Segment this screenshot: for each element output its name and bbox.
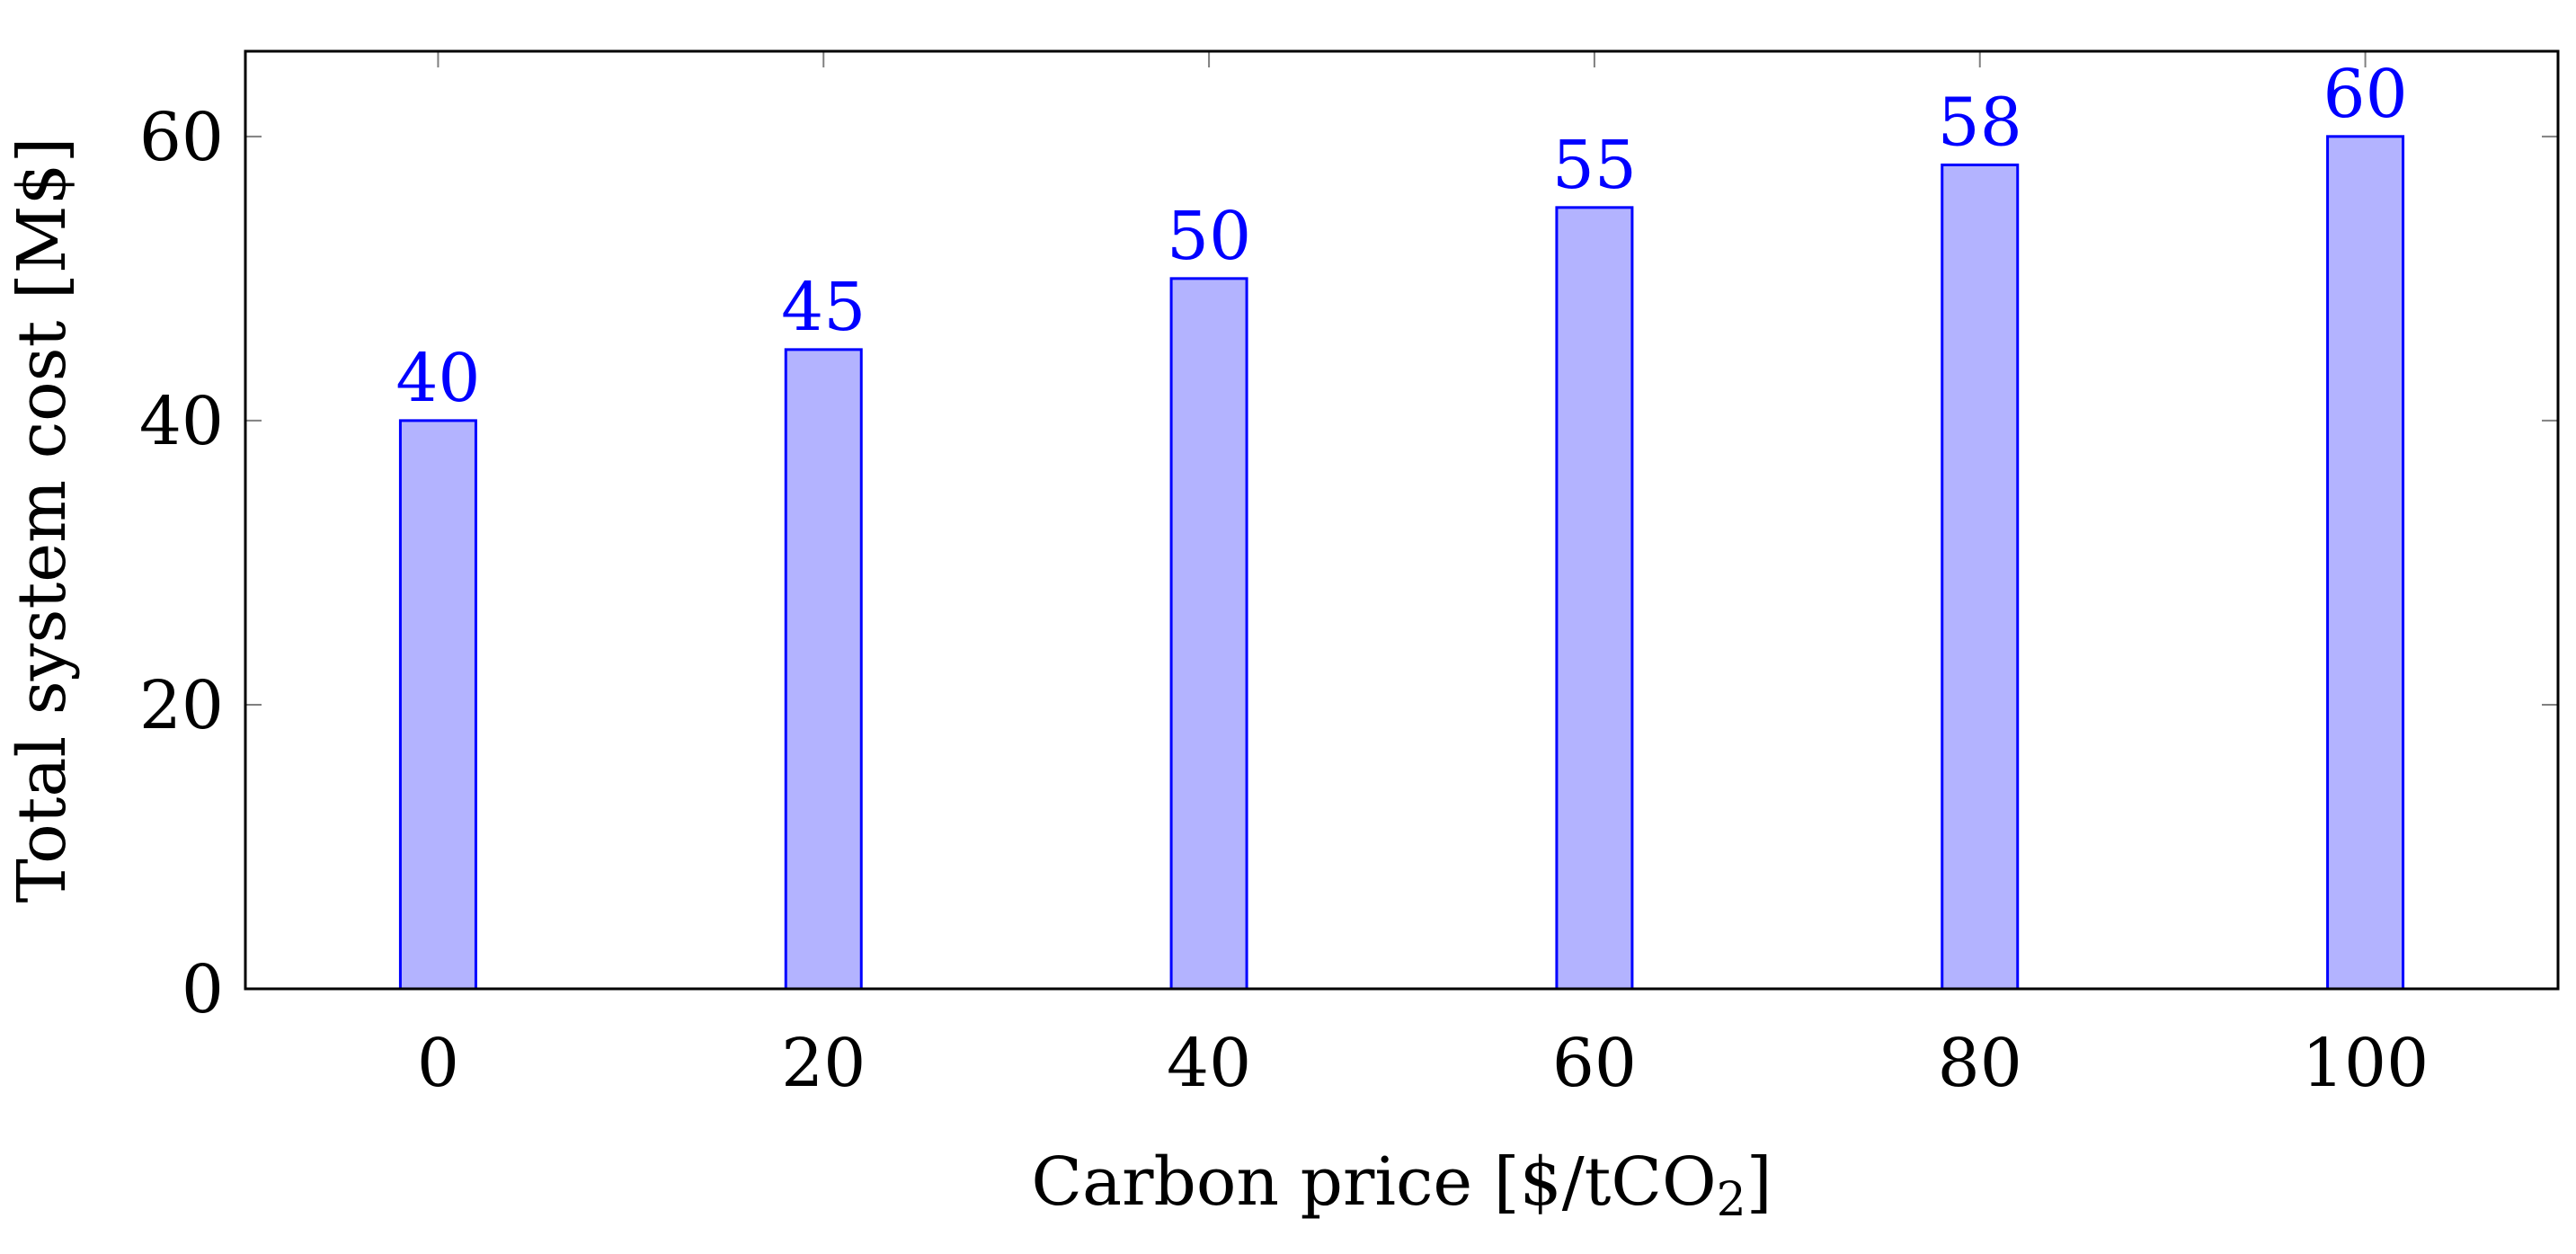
x-tick-label: 40 [1167,1025,1251,1102]
ticks-layer [245,51,2558,990]
y-tick-label: 20 [139,667,224,744]
bar-data-label: 40 [395,340,480,417]
bar-data-label: 60 [2323,56,2407,133]
bar [1555,206,1634,991]
bar [1169,277,1248,991]
bar-data-label: 50 [1167,198,1251,275]
x-axis-title: Carbon price [$/tCO2] [1031,1143,1772,1227]
bar [2326,135,2405,991]
x-tick-label: 100 [2302,1025,2429,1102]
bar-data-label: 58 [1938,84,2022,161]
bar-data-label: 55 [1552,127,1637,204]
data-labels-layer: 40 45 50 55 58 60 [395,56,2407,417]
bar [784,348,863,991]
bar-data-label: 45 [781,269,866,346]
y-tick-label: 40 [139,383,224,460]
x-tick-label: 60 [1552,1025,1637,1102]
y-tick-label: 60 [139,99,224,176]
bar [398,419,477,991]
bar [1941,163,2020,991]
bars-layer [398,135,2405,991]
plot-frame [244,49,2560,991]
x-tick-label: 20 [781,1025,866,1102]
x-tick-label: 80 [1938,1025,2022,1102]
x-axis-title-subscript: 2 [1717,1173,1746,1227]
y-axis-title: Total system cost [M$] [4,137,81,903]
tick-labels-layer: 0 20 40 60 80 100 0 20 40 60 [139,99,2429,1102]
x-axis-title-suffix: ] [1746,1143,1772,1221]
x-axis-title-main: Carbon price [$/tCO [1031,1143,1716,1221]
x-tick-label: 0 [417,1025,459,1102]
y-tick-label: 0 [182,951,224,1028]
